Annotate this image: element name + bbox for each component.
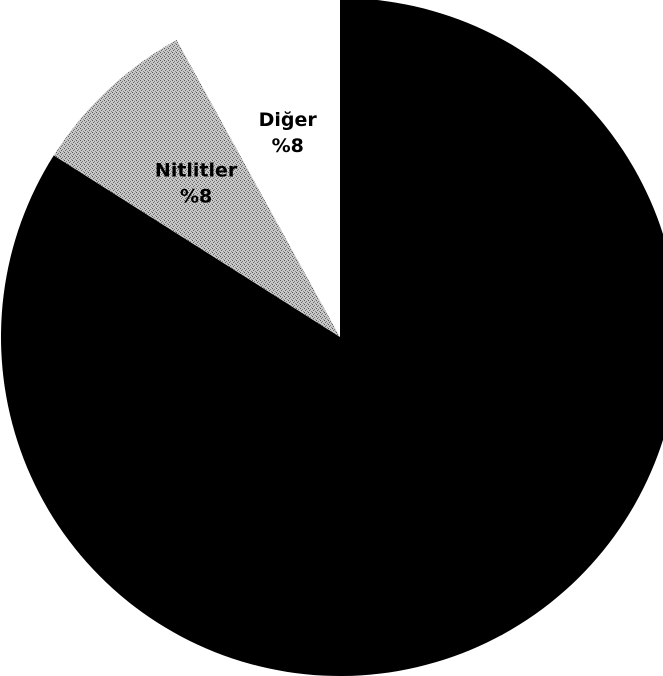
pie-labels: Nitlitler %8 Diğer %8 [155, 109, 317, 207]
pie-slice-2 [53, 39, 341, 337]
pie-slice-label-2: Nitlitler [155, 159, 238, 181]
pie-slice-1 [176, 0, 340, 337]
pie-slice-label-1: Diğer [259, 109, 318, 131]
pie-slice-percent-1: %8 [272, 135, 304, 157]
pie-slice-percent-2: %8 [180, 185, 212, 207]
